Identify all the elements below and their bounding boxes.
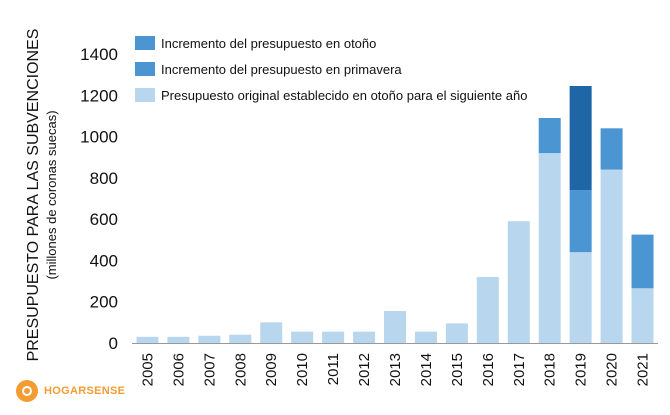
legend: Incremento del presupuesto en otoño Incr… [135,30,527,108]
y-tick-label: 600 [90,210,118,229]
x-tick-label: 2009 [263,353,280,386]
bar-2020-series-1 [600,128,623,170]
bar-2018-series-0 [538,153,561,343]
bar-2021-series-0 [631,288,654,343]
legend-item-primavera: Incremento del presupuesto en primavera [135,56,527,82]
bar-2021-series-1 [631,234,654,289]
y-tick-label: 1400 [80,45,118,64]
brand-name: HOGARSENSE [44,385,126,397]
brand-logo: HOGARSENSE [16,380,125,402]
bar-2010-series-0 [291,331,314,343]
legend-swatch-otono [135,36,155,50]
bar-2013-series-0 [384,311,406,343]
x-axis: 2005 2006 2007 2008 2009 2010 2011 2012 2013 2014… [132,343,658,386]
y-axis-title-group: PRESUPUESTO PARA LAS SUBVENCIONES (millo… [25,29,59,362]
bar-2009-series-0 [260,322,283,343]
bar-2014-series-0 [414,331,437,343]
x-tick-label: 2019 [573,353,590,386]
bar-2007-series-0 [198,335,221,343]
x-tick-label: 2005 [139,353,156,386]
x-tick-label: 2013 [387,353,404,386]
x-tick-label: 2018 [542,353,559,386]
x-tick-label: 2008 [232,353,249,386]
bar-2005-series-0 [136,336,159,343]
x-tick-label: 2011 [325,353,342,385]
bar-2019-series-2 [569,85,592,191]
y-tick-label: 800 [90,169,118,188]
y-axis-title: PRESUPUESTO PARA LAS SUBVENCIONES [25,29,42,362]
bar-2008-series-0 [229,334,252,343]
legend-item-original: Presupuesto original establecido en otoñ… [135,82,527,108]
legend-label-primavera: Incremento del presupuesto en primavera [161,61,402,77]
legend-label-otono: Incremento del presupuesto en otoño [161,35,377,51]
x-tick-label: 2021 [635,353,652,386]
x-tick-label: 2016 [480,353,497,386]
bar-2019-series-0 [569,252,592,343]
bars-group [136,85,654,343]
x-tick-label: 2010 [294,353,311,386]
y-tick-label: 1000 [80,128,118,147]
x-tick-label: 2007 [201,353,218,386]
bar-2012-series-0 [353,331,376,343]
house-circle-icon [16,380,38,402]
y-tick-label: 0 [109,334,118,353]
bar-2015-series-0 [445,323,468,343]
y-tick-label: 400 [90,251,118,270]
y-tick-label: 1200 [80,86,118,105]
y-axis-subtitle: (millones de coronas suecas) [44,110,59,279]
x-tick-label: 2015 [449,353,466,386]
legend-swatch-primavera [135,62,155,76]
x-tick-label: 2020 [604,353,621,386]
y-axis: 0 200 400 600 800 1000 1200 1400 [80,45,118,353]
bar-2016-series-0 [476,276,499,343]
x-tick-label: 2017 [511,353,528,386]
x-tick-label: 2012 [356,353,373,386]
x-tick-label: 2014 [418,353,435,386]
bar-2011-series-0 [322,331,345,343]
y-tick-label: 200 [90,293,118,312]
bar-2019-series-1 [569,190,592,253]
bar-2018-series-1 [538,117,561,154]
bar-2020-series-0 [600,169,623,343]
bar-2006-series-0 [167,336,190,343]
x-tick-label: 2006 [170,353,187,386]
bar-2017-series-0 [507,221,530,343]
legend-item-otono: Incremento del presupuesto en otoño [135,30,527,56]
legend-swatch-original [135,88,155,102]
legend-label-original: Presupuesto original establecido en otoñ… [161,87,528,103]
